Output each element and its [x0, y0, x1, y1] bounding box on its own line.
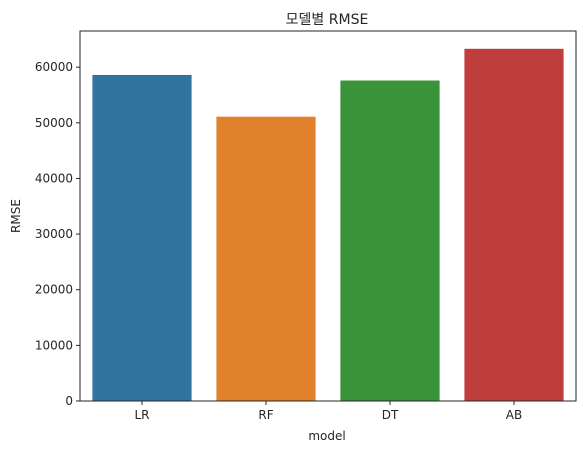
bar-ab	[464, 48, 564, 402]
y-axis-ticks: 0 10000 20000 30000 40000 50000 60000	[35, 60, 80, 408]
bar-rf	[216, 116, 316, 402]
x-tick-label: DT	[382, 408, 399, 422]
y-axis-label: RMSE	[9, 199, 23, 233]
axes-frame	[79, 30, 577, 402]
y-tick-label: 60000	[35, 60, 73, 74]
axes-spines	[79, 30, 577, 402]
x-tick-label: LR	[134, 408, 149, 422]
y-tick-label: 20000	[35, 283, 73, 297]
x-axis-label: model	[308, 429, 345, 443]
y-tick-label: 10000	[35, 338, 73, 352]
bar-lr	[92, 74, 192, 401]
x-axis-ticks: LR RF DT AB	[134, 401, 522, 422]
x-tick-label: AB	[506, 408, 522, 422]
bar-dt	[340, 80, 440, 401]
x-tick-label: RF	[258, 408, 273, 422]
bars-group	[92, 48, 564, 402]
y-tick-label: 40000	[35, 171, 73, 185]
y-tick-label: 30000	[35, 227, 73, 241]
y-tick-label: 0	[65, 394, 73, 408]
y-tick-label: 50000	[35, 116, 73, 130]
chart-title: 모델별 RMSE	[286, 12, 369, 28]
